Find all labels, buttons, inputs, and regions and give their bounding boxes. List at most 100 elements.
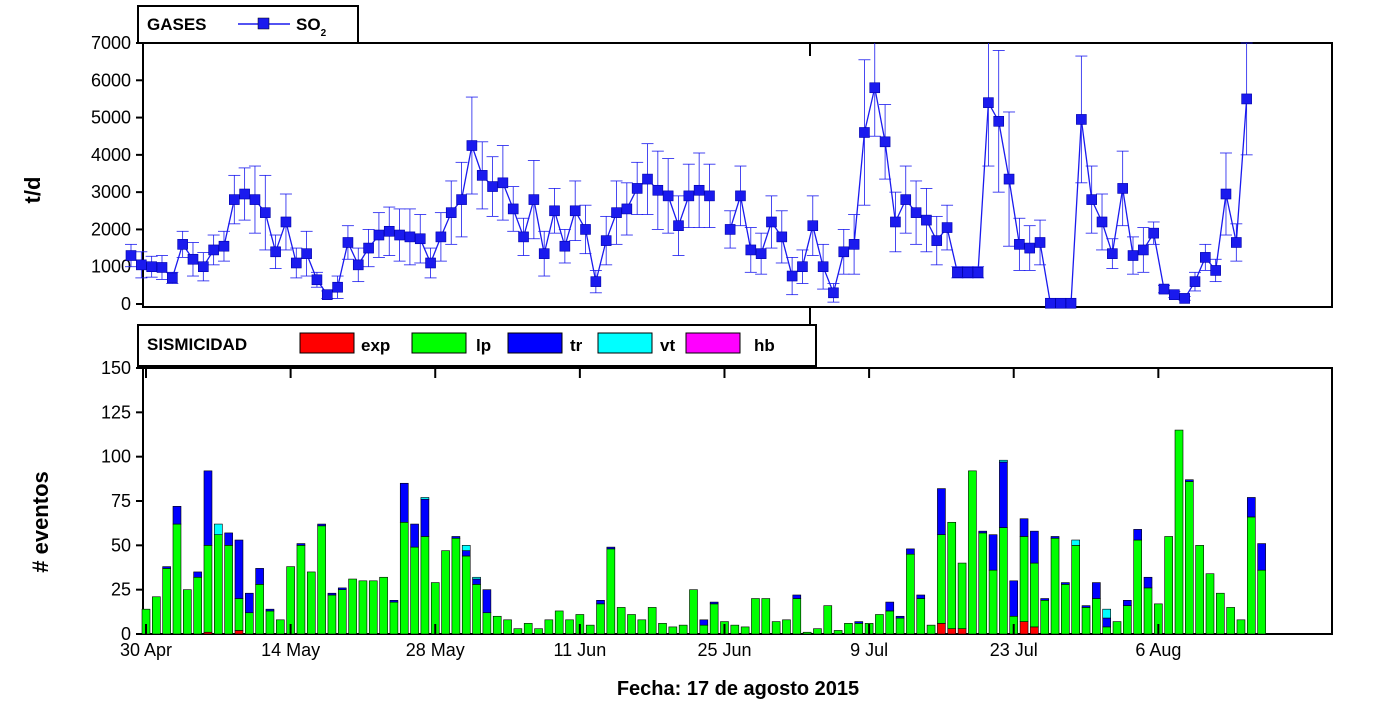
bar-segment-lp [1247,516,1256,635]
so2-point [383,225,395,237]
so2-point [394,229,405,241]
so2-point [828,287,839,299]
so2-point [239,188,250,200]
so2-point [487,181,498,192]
bar-segment-lp [523,623,533,635]
bar-segment-tr [916,594,926,599]
legend-swatch-tr [507,332,563,354]
so2-point [1117,183,1128,194]
so2-point [817,261,829,273]
bar-segment-lp [813,628,822,635]
bar-segment-lp [399,521,409,635]
so2-point [528,194,540,205]
x-tick-label: 25 Jun [697,640,751,660]
so2-point [497,177,509,189]
so2-point [507,203,519,215]
bar-segment-tr [234,539,244,599]
bar-segment-tr [709,601,719,605]
bar-segment-lp [999,527,1008,635]
bar-segment-lp [193,576,202,635]
bar-segment-lp [1226,607,1235,635]
so2-point [1065,297,1077,309]
so2-point [611,207,622,218]
bar-segment-lp [317,525,326,635]
bar-segment-tr [854,621,864,624]
sismicidad-y-tick-label: 150 [101,358,131,378]
bar-segment-exp [1019,621,1029,635]
so2-point [941,222,953,233]
bar-segment-lp [245,612,254,635]
bar-segment-tr [1102,617,1111,628]
bar-segment-lp [988,569,998,635]
bar-segment-lp [906,553,915,635]
so2-point [476,170,488,181]
so2-point [1034,237,1046,248]
bar-segment-lp [792,598,802,635]
bar-segment-tr [1092,582,1101,599]
so2-point [1210,265,1221,276]
bar-segment-vt [1071,539,1080,546]
bar-segment-lp [751,598,760,635]
so2-point [900,194,912,205]
so2-point [1107,248,1118,259]
bar-segment-lp [368,580,378,635]
legend-swatch-exp [299,332,355,354]
bar-segment-lp [410,546,419,635]
bar-segment-lp [740,626,750,635]
so2-point [652,184,664,196]
so2-point [1220,188,1232,200]
bar-segment-vt [999,459,1008,463]
so2-point [1055,297,1066,309]
bar-segment-lp [730,624,740,635]
bar-segment-lp [162,568,171,635]
so2-point [972,267,984,278]
bar-segment-exp [234,630,244,635]
so2-point [859,127,870,138]
so2-point [1169,289,1180,300]
bar-segment-tr [172,506,182,525]
bar-segment-tr [389,600,399,603]
so2-point [363,242,374,254]
gases-y-tick-label: 7000 [91,33,131,53]
sismicidad-legend: exp lp tr vt hb [299,332,775,355]
bar-segment-lp [420,536,430,635]
sismicidad-panel-label: SISMICIDAD [147,335,247,354]
so2-point [445,207,457,218]
bar-segment-lp [544,619,554,635]
bar-segment-lp [275,619,285,635]
bar-segment-lp [337,589,347,635]
bar-segment-lp [172,523,182,635]
so2-point [208,244,219,256]
so2-point [270,246,281,258]
so2-main: SO [296,15,321,34]
so2-point [218,240,230,252]
so2-point [301,248,312,259]
so2-point [466,140,478,151]
so2-point [776,231,788,243]
bar-segment-lp [844,623,853,635]
bar-segment-lp [503,619,512,635]
so2-point [807,220,819,231]
bar-segment-tr [245,592,254,614]
bar-segment-tr [410,523,419,548]
so2-point [848,239,860,250]
bar-segment-exp [947,628,957,635]
bar-segment-lp [1092,598,1101,635]
bar-segment-lp [554,610,564,635]
bar-segment-lp [823,605,833,635]
bar-segment-lp [327,594,337,635]
so2-point [404,231,416,243]
legend-label-exp: exp [361,336,390,355]
bar-segment-lp [1112,621,1122,635]
bar-segment-tr [472,578,481,585]
bar-segment-lp [885,610,895,635]
bar-segment-lp [1123,605,1132,635]
so2-point [342,237,354,248]
bar-segment-tr [1040,598,1050,601]
so2-point [352,259,364,271]
so2-point [786,270,798,282]
so2-point [549,205,560,217]
bar-segment-lp [1050,537,1060,635]
bar-segment-lp [224,545,233,635]
so2-point [414,233,426,245]
